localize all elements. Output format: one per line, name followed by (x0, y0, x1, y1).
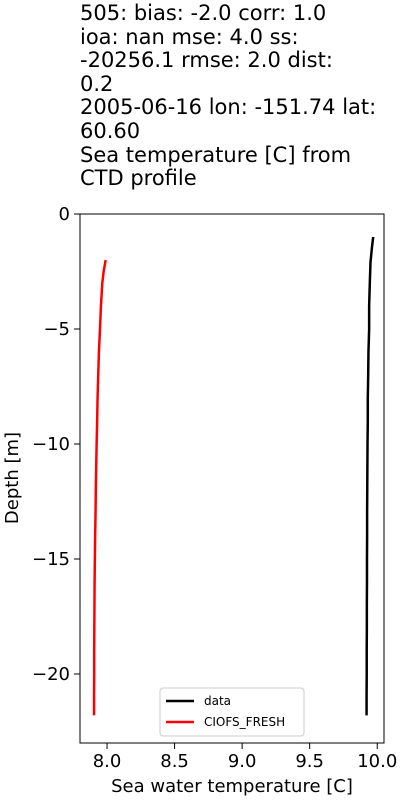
y-tick-label: −5 (43, 319, 70, 340)
title-line: -20256.1 rmse: 2.0 dist: (80, 48, 333, 73)
x-axis: 8.0 8.5 9.0 9.5 10.0 (93, 743, 397, 772)
y-tick-label: −15 (32, 549, 70, 570)
x-tick-label: 9.0 (228, 751, 257, 772)
title-line: ioa: nan mse: 4.0 ss: (80, 24, 299, 49)
plot-area (80, 214, 384, 743)
title-line: Sea temperature [C] from (80, 142, 352, 167)
x-tick-label: 8.0 (93, 751, 122, 772)
title-line: 0.2 (80, 71, 114, 96)
legend-label-data: data (204, 694, 231, 708)
title-line: 60.60 (80, 118, 141, 143)
title-line: CTD profile (80, 166, 197, 191)
x-tick-label: 10.0 (357, 751, 397, 772)
y-axis-label: Depth [m] (2, 432, 23, 524)
x-tick-label: 8.5 (160, 751, 189, 772)
plot-frame (79, 213, 385, 744)
series-layer (92, 236, 375, 716)
y-axis: 0 −5 −10 −15 −20 (32, 204, 80, 685)
x-axis-label: Sea water temperature [C] (111, 776, 353, 797)
chart-title: 505: bias: -2.0 corr: 1.0 ioa: nan mse: … (80, 1, 398, 191)
y-tick-label: 0 (59, 204, 70, 225)
x-tick-label: 9.5 (295, 751, 324, 772)
title-line: 2005-06-16 lon: -151.74 lat: (80, 95, 377, 120)
series-line-data (365, 236, 375, 716)
legend-label-ciofs-fresh: CIOFS_FRESH (204, 715, 285, 729)
y-tick-label: −10 (32, 434, 70, 455)
title-line: 505: bias: -2.0 corr: 1.0 (80, 1, 327, 25)
legend-box (159, 687, 305, 737)
series-line-ciofs-fresh (92, 259, 107, 716)
legend: data CIOFS_FRESH (159, 687, 305, 737)
y-tick-label: −20 (32, 664, 70, 685)
